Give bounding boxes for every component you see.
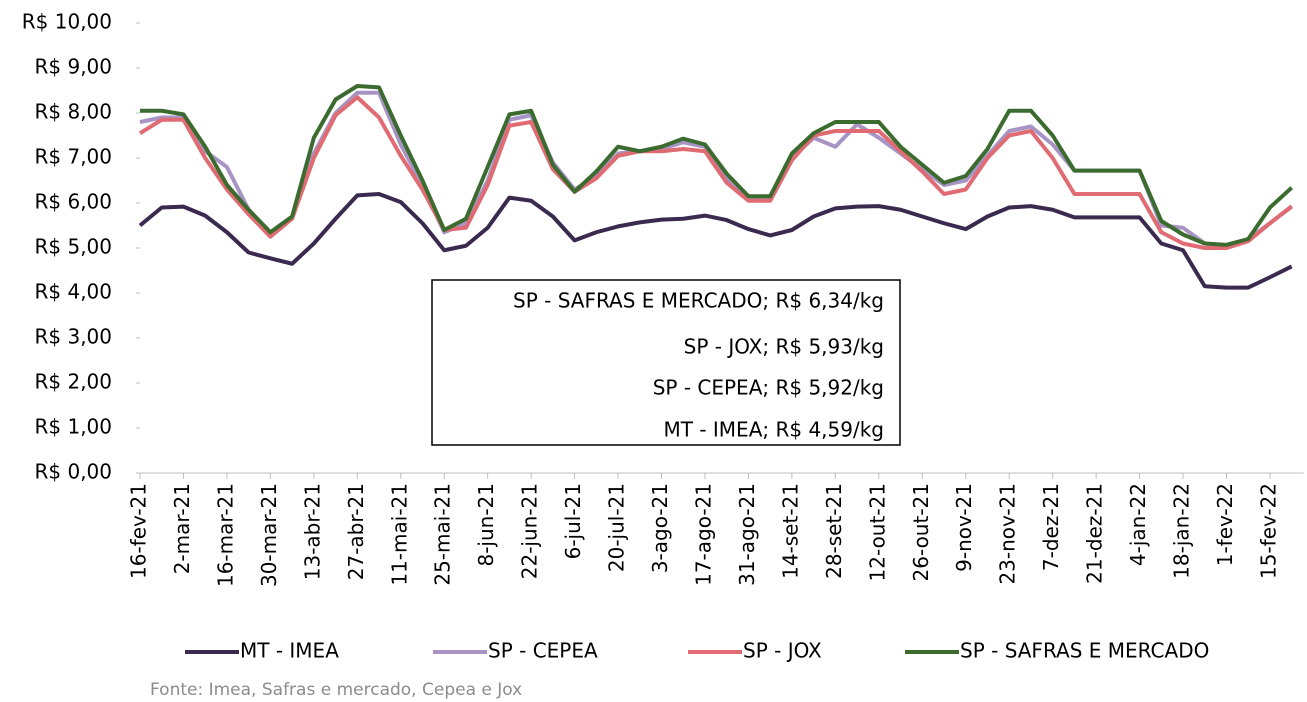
x-tick-label: 31-ago-21: [735, 483, 759, 586]
x-tick-label: 28-set-21: [822, 483, 846, 579]
x-tick-label: 27-abr-21: [344, 483, 368, 580]
x-tick-label: 20-jul-21: [605, 483, 629, 572]
y-tick-label: R$ 3,00: [34, 325, 112, 349]
y-tick-label: R$ 9,00: [34, 55, 112, 79]
x-tick-label: 30-mar-21: [257, 483, 281, 587]
y-tick-label: R$ 8,00: [34, 100, 112, 124]
y-tick-label: R$ 6,00: [34, 190, 112, 214]
annotation: SP - CEPEA; R$ 5,92/kg: [653, 376, 884, 400]
y-tick-label: R$ 4,00: [34, 280, 112, 304]
x-tick-label: 4-jan-22: [1126, 483, 1150, 566]
y-tick-label: R$ 5,00: [34, 235, 112, 259]
annotation: SP - JOX; R$ 5,93/kg: [684, 335, 884, 359]
legend-label: MT - IMEA: [240, 639, 339, 663]
y-tick-label: R$ 2,00: [34, 370, 112, 394]
annotation: MT - IMEA; R$ 4,59/kg: [664, 418, 885, 442]
x-tick-label: 3-ago-21: [648, 483, 672, 573]
x-tick-label: 2-mar-21: [170, 483, 194, 574]
x-tick-label: 18-jan-22: [1170, 483, 1194, 579]
x-tick-label: 23-nov-21: [996, 483, 1020, 585]
legend-label: SP - JOX: [743, 639, 822, 663]
x-tick-label: 14-set-21: [778, 483, 802, 579]
y-tick-label: R$ 1,00: [34, 415, 112, 439]
y-tick-label: R$ 10,00: [22, 10, 112, 34]
series-line: [138, 95, 1293, 250]
source-note: Fonte: Imea, Safras e mercado, Cepea e J…: [150, 680, 522, 700]
x-tick-label: 11-mai-21: [387, 483, 411, 586]
annotation: SP - SAFRAS E MERCADO; R$ 6,34/kg: [513, 289, 884, 313]
x-tick-label: 1-fev-22: [1213, 483, 1237, 566]
x-tick-label: 26-out-21: [909, 483, 933, 581]
x-tick-label: 25-mai-21: [431, 483, 455, 586]
annotation-box: [431, 279, 901, 446]
x-tick-label: 16-mar-21: [213, 483, 237, 587]
y-tick-label: R$ 0,00: [34, 460, 112, 484]
x-tick-label: 9-nov-21: [952, 483, 976, 572]
x-tick-label: 6-jul-21: [561, 483, 585, 559]
x-tick-label: 22-jun-21: [518, 483, 542, 579]
x-tick-label: 15-fev-22: [1256, 483, 1280, 579]
x-tick-label: 12-out-21: [865, 483, 889, 581]
series-line: [140, 84, 1294, 247]
x-tick-label: 7-dez-21: [1039, 483, 1063, 571]
x-tick-label: 16-fev-21: [127, 483, 151, 579]
x-tick-label: 21-dez-21: [1083, 483, 1107, 584]
legend-label: SP - SAFRAS E MERCADO: [960, 639, 1209, 663]
legend-label: SP - CEPEA: [488, 639, 598, 663]
x-tick-label: 17-ago-21: [691, 483, 715, 586]
x-tick-label: 13-abr-21: [300, 483, 324, 580]
series-line: [138, 192, 1293, 290]
x-tick-label: 8-jun-21: [474, 483, 498, 567]
y-tick-label: R$ 7,00: [34, 145, 112, 169]
